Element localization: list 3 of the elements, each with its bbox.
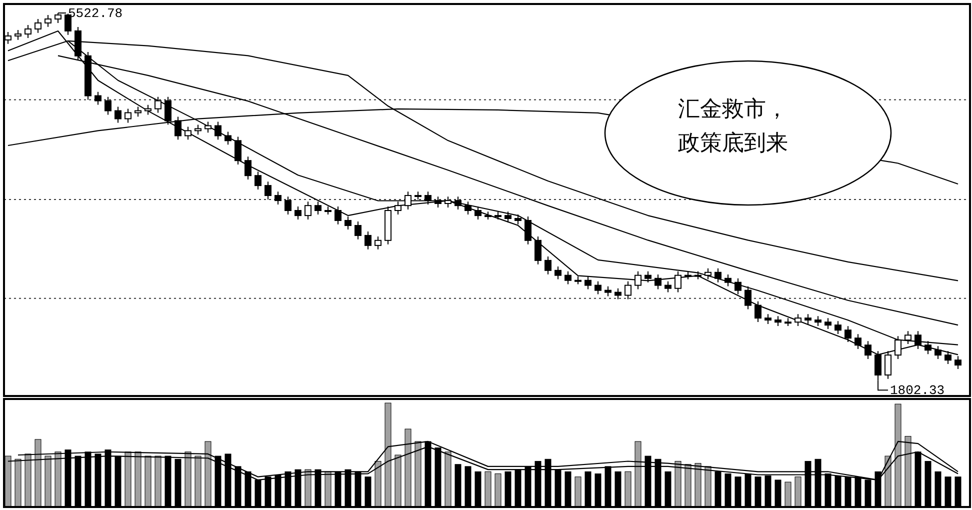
annotation: 汇金救市，政策底到来: [678, 96, 789, 158]
annotation: 1802.33: [890, 383, 945, 398]
annotation: 5522.78: [68, 6, 123, 21]
